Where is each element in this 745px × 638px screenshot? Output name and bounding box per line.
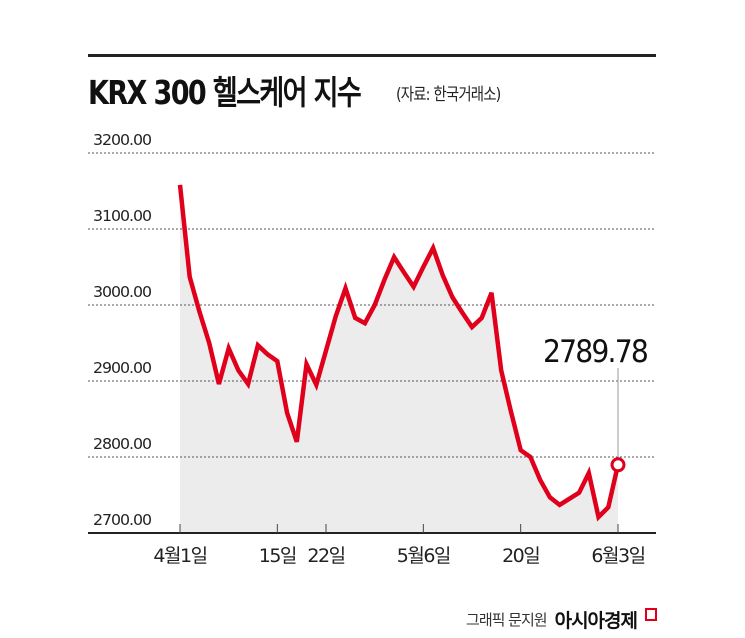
x-tick-label: 6월3일 (591, 545, 644, 567)
y-tick-label: 2700.00 (93, 511, 151, 529)
y-tick-label: 2800.00 (93, 435, 151, 453)
x-tick-label: 5월6일 (397, 545, 450, 567)
brand-logo: 아시아경제 (554, 610, 638, 632)
series-line (177, 184, 621, 522)
x-tick-label: 15일 (259, 545, 296, 567)
end-point-marker (610, 457, 626, 473)
x-tick-label: 22일 (307, 545, 344, 567)
area-fill (180, 184, 618, 533)
source-note: (자료: 한국거래소) (396, 85, 501, 105)
annotation-value: 2789.78 (543, 334, 647, 370)
y-tick-label: 3200.00 (93, 131, 151, 149)
graphic-credit: 그래픽 문지원 (466, 611, 548, 629)
y-tick-label: 3100.00 (93, 207, 151, 225)
brand-flag-icon (645, 608, 657, 621)
footer: 그래픽 문지원 아시아경제 (466, 606, 657, 633)
x-tick-label: 4월1일 (153, 545, 206, 567)
top-rule (88, 54, 656, 57)
y-tick-label: 2900.00 (93, 359, 151, 377)
y-tick-label: 3000.00 (93, 283, 151, 301)
x-tick-label: 20일 (502, 545, 539, 567)
chart-title: KRX 300 헬스케어 지수 (88, 73, 362, 112)
